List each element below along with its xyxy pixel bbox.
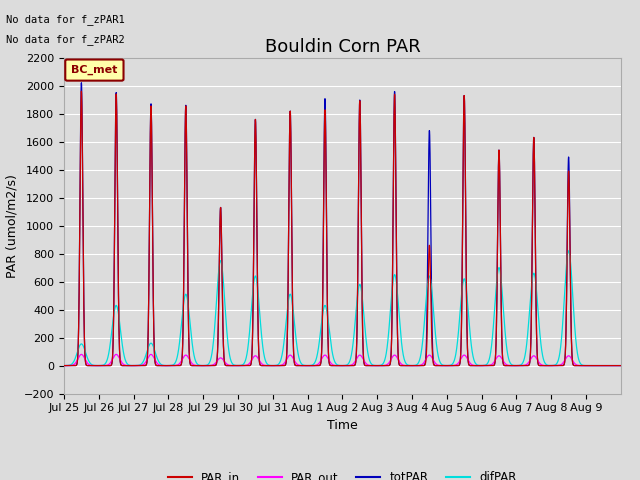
totPAR [174,363,182,369]
Text: No data for f_zPAR2: No data for f_zPAR2 [6,34,125,45]
Line: difPAR: difPAR [64,251,621,366]
Text: No data for f_zPAR1: No data for f_zPAR1 [6,14,125,25]
totPAR [611,363,619,369]
totPAR [617,363,625,369]
difPAR [414,361,422,367]
Legend: PAR_in, PAR_out, totPAR, difPAR: PAR_in, PAR_out, totPAR, difPAR [163,466,522,480]
totPAR [60,363,68,369]
PAR_out [611,363,619,369]
PAR_out [463,355,471,361]
difPAR [532,279,540,285]
PAR_in [463,324,471,329]
PAR_in [617,363,625,369]
PAR_out [414,363,422,369]
Line: totPAR: totPAR [64,83,621,366]
PAR_in [77,88,85,94]
difPAR [174,350,182,356]
difPAR [611,363,619,369]
PAR_in [499,353,506,359]
PAR_in [532,287,540,292]
PAR_out [532,355,540,360]
difPAR [582,363,590,369]
PAR_out [174,362,182,368]
PAR_out [582,363,590,369]
PAR_out [60,363,68,369]
difPAR [499,290,506,296]
PAR_in [582,363,590,369]
totPAR [499,353,506,359]
Line: PAR_out: PAR_out [64,354,621,366]
PAR_out [617,363,625,369]
difPAR [60,363,68,369]
totPAR [77,80,85,86]
Text: BC_met: BC_met [71,65,118,75]
totPAR [532,287,540,292]
PAR_out [499,357,506,362]
difPAR [564,248,572,254]
PAR_out [77,351,85,357]
PAR_in [414,363,422,369]
PAR_in [60,363,68,369]
PAR_in [174,363,182,369]
X-axis label: Time: Time [327,419,358,432]
Title: Bouldin Corn PAR: Bouldin Corn PAR [264,38,420,56]
totPAR [582,363,590,369]
difPAR [463,291,470,297]
totPAR [414,363,422,369]
difPAR [617,363,625,369]
PAR_in [611,363,619,369]
Line: PAR_in: PAR_in [64,91,621,366]
totPAR [463,324,471,329]
Y-axis label: PAR (umol/m2/s): PAR (umol/m2/s) [5,174,18,277]
